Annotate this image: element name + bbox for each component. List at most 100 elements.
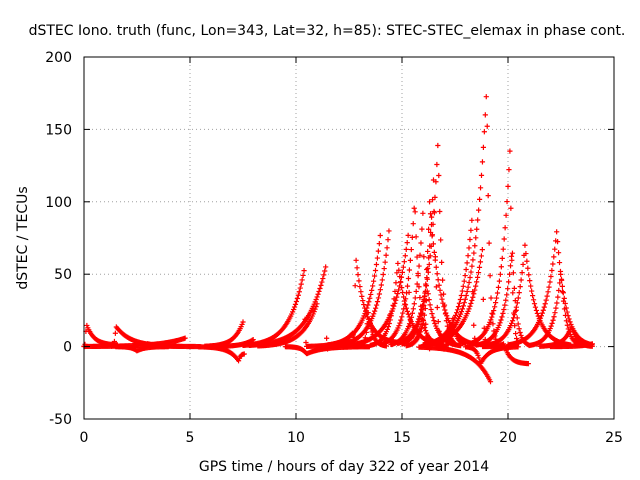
data-point bbox=[387, 317, 393, 323]
data-point bbox=[492, 300, 499, 306]
data-point bbox=[293, 298, 300, 305]
data-point bbox=[423, 281, 429, 287]
data-point bbox=[362, 305, 368, 311]
data-point bbox=[529, 288, 535, 294]
data-point bbox=[402, 253, 408, 259]
data-point bbox=[447, 336, 453, 342]
data-point bbox=[514, 300, 520, 306]
data-point bbox=[523, 250, 529, 257]
data-point bbox=[450, 315, 456, 322]
data-point bbox=[510, 270, 517, 276]
data-point bbox=[403, 296, 409, 302]
data-point bbox=[240, 319, 246, 325]
data-point bbox=[429, 197, 436, 203]
data-point bbox=[452, 327, 458, 333]
data-point bbox=[462, 296, 468, 302]
data-point bbox=[466, 245, 472, 251]
data-point bbox=[472, 287, 478, 293]
data-point bbox=[368, 291, 374, 298]
data-point bbox=[509, 320, 515, 326]
data-point bbox=[463, 266, 469, 273]
data-point bbox=[295, 292, 301, 298]
y-tick-label: 0 bbox=[63, 340, 72, 356]
data-point bbox=[474, 274, 481, 280]
data-point bbox=[501, 343, 508, 349]
data-point bbox=[354, 265, 360, 271]
data-point bbox=[355, 272, 361, 278]
data-point bbox=[512, 308, 519, 314]
data-point bbox=[367, 321, 373, 327]
data-point bbox=[407, 318, 414, 324]
data-point bbox=[381, 265, 387, 272]
data-point bbox=[484, 123, 490, 129]
data-point bbox=[444, 342, 450, 348]
x-tick-label: 20 bbox=[499, 430, 517, 446]
data-point bbox=[502, 225, 508, 231]
data-point bbox=[313, 304, 319, 310]
data-point bbox=[388, 313, 394, 319]
data-point bbox=[551, 314, 557, 320]
chart-title: dSTEC Iono. truth (func, Lon=343, Lat=32… bbox=[29, 23, 626, 39]
data-point bbox=[488, 295, 494, 301]
data-point bbox=[419, 226, 425, 232]
data-point bbox=[377, 287, 383, 293]
data-point bbox=[392, 288, 398, 295]
data-point bbox=[389, 308, 395, 314]
data-point bbox=[297, 285, 303, 291]
data-point bbox=[437, 208, 443, 215]
data-point bbox=[433, 264, 439, 270]
data-point bbox=[383, 329, 390, 335]
data-point bbox=[370, 313, 376, 319]
data-point bbox=[376, 241, 382, 247]
data-arc bbox=[431, 94, 500, 346]
data-point bbox=[363, 329, 369, 335]
data-point bbox=[525, 265, 531, 271]
data-point bbox=[473, 283, 479, 289]
data-point bbox=[472, 243, 478, 249]
y-tick-label: 50 bbox=[54, 267, 72, 283]
y-tick-label: 200 bbox=[45, 50, 72, 66]
data-point bbox=[552, 246, 558, 252]
data-point bbox=[498, 264, 504, 270]
data-point bbox=[432, 320, 438, 327]
data-point bbox=[241, 351, 247, 357]
data-point bbox=[505, 286, 511, 292]
data-point bbox=[513, 330, 519, 337]
data-point bbox=[374, 299, 381, 305]
data-point bbox=[559, 289, 566, 295]
data-point bbox=[313, 296, 319, 303]
data-point bbox=[489, 314, 495, 320]
data-point bbox=[473, 235, 479, 241]
data-point bbox=[405, 323, 412, 330]
data-point bbox=[475, 217, 481, 223]
data-point bbox=[456, 300, 463, 306]
data-point bbox=[556, 259, 563, 266]
data-point bbox=[429, 311, 435, 317]
data-point bbox=[518, 332, 524, 339]
data-point bbox=[394, 294, 400, 300]
data-point bbox=[555, 294, 561, 300]
data-point bbox=[383, 252, 389, 258]
data-point bbox=[559, 277, 565, 283]
data-point bbox=[547, 279, 553, 285]
data-point bbox=[427, 211, 434, 217]
data-point bbox=[292, 301, 299, 307]
data-point bbox=[509, 318, 516, 324]
data-point bbox=[485, 193, 491, 199]
data-point bbox=[513, 335, 520, 342]
data-point bbox=[425, 291, 431, 297]
data-point bbox=[516, 326, 522, 332]
data-point bbox=[570, 329, 576, 335]
data-point bbox=[511, 285, 517, 291]
data-point bbox=[501, 236, 507, 242]
data-point bbox=[505, 183, 511, 190]
data-point bbox=[402, 301, 408, 307]
data-point bbox=[549, 320, 555, 326]
data-point bbox=[316, 288, 322, 295]
x-tick-label: 0 bbox=[80, 430, 89, 446]
data-point bbox=[465, 308, 471, 314]
data-point bbox=[370, 278, 377, 284]
data-point bbox=[375, 248, 381, 254]
data-point bbox=[548, 323, 554, 329]
data-point bbox=[424, 275, 430, 281]
